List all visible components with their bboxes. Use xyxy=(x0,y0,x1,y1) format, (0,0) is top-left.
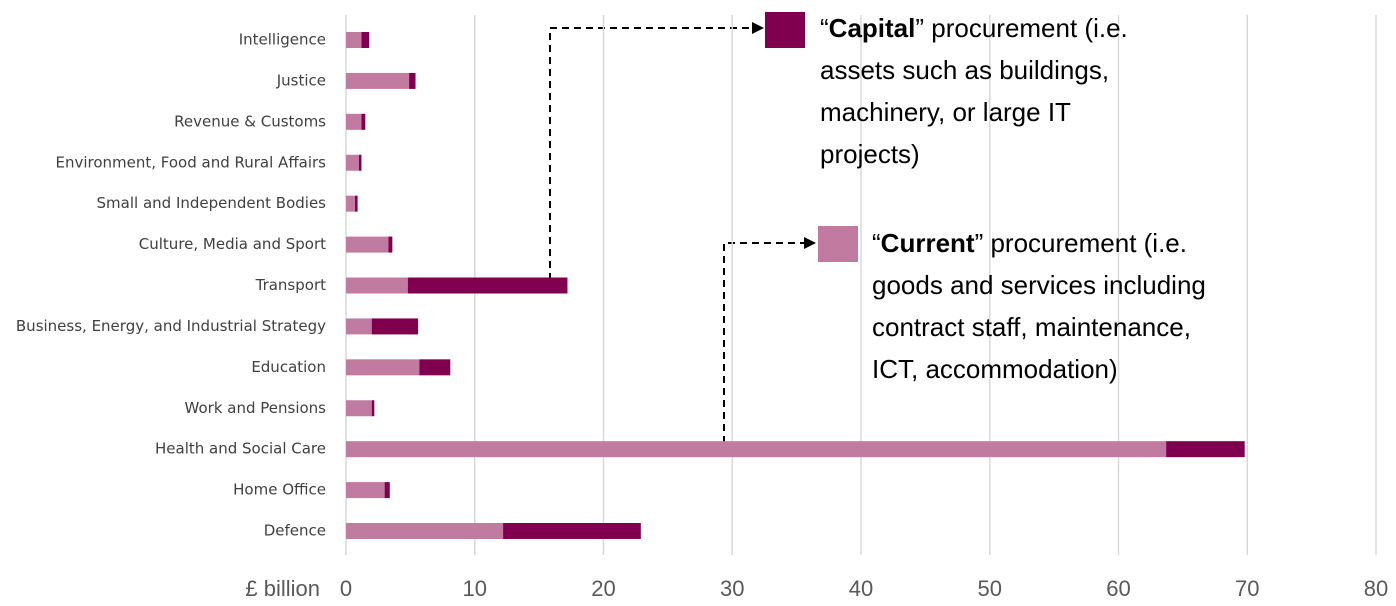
y-tick-label: Intelligence xyxy=(239,31,326,49)
y-tick-label: Revenue & Customs xyxy=(174,112,326,130)
bar-segment xyxy=(358,154,362,171)
legend-text: machinery, or large IT xyxy=(820,97,1071,127)
legend-quote: “ xyxy=(820,13,829,43)
x-tick-label: 30 xyxy=(720,576,744,601)
y-tick-label: Environment, Food and Rural Affairs xyxy=(55,153,326,171)
bar-segment xyxy=(346,195,356,212)
bar-segment xyxy=(346,113,362,130)
legend-text: “Capital” procurement (i.e. xyxy=(820,13,1128,43)
legend-description: ” procurement (i.e. xyxy=(915,13,1127,43)
capital-connector xyxy=(549,27,752,280)
x-tick-label: 70 xyxy=(1235,576,1259,601)
bar-segment xyxy=(346,400,372,417)
legend-name: Current xyxy=(881,228,975,258)
x-tick-label: 60 xyxy=(1106,576,1130,601)
x-tick-label: 10 xyxy=(463,576,487,601)
legend-description: projects) xyxy=(820,139,920,169)
y-tick-label: Home Office xyxy=(233,481,326,499)
legend-text: “Current” procurement (i.e. xyxy=(872,228,1187,258)
legend-description: machinery, or large IT xyxy=(820,97,1071,127)
legend-description: ” procurement (i.e. xyxy=(975,228,1187,258)
arrow-head xyxy=(804,237,816,249)
y-tick-label: Defence xyxy=(264,522,326,540)
bar-segment xyxy=(384,482,390,499)
x-tick-label: 80 xyxy=(1364,576,1388,601)
bar-segment xyxy=(346,72,410,89)
legend-swatch xyxy=(818,226,858,262)
bar-segment xyxy=(355,195,358,212)
y-tick-label: Culture, Media and Sport xyxy=(139,235,326,253)
bar-segment xyxy=(346,482,385,499)
bar-segment xyxy=(388,236,393,253)
bar-segment xyxy=(1166,441,1245,458)
bar-segment xyxy=(407,277,568,294)
bar-segment xyxy=(361,113,366,130)
x-tick-label: 50 xyxy=(978,576,1002,601)
legend-text: goods and services including xyxy=(872,270,1206,300)
bar-segment xyxy=(346,154,359,171)
bar-segment xyxy=(346,236,389,253)
bar-segment xyxy=(346,318,372,335)
legend-name: Capital xyxy=(829,13,916,43)
legend-description: ICT, accommodation) xyxy=(872,354,1118,384)
legend-quote: “ xyxy=(872,228,881,258)
bar-segment xyxy=(409,72,416,89)
x-tick-label: 20 xyxy=(591,576,615,601)
legend-text: contract staff, maintenance, xyxy=(872,312,1191,342)
connectors xyxy=(549,27,804,443)
legend-text: ICT, accommodation) xyxy=(872,354,1118,384)
bar-segment xyxy=(419,359,451,376)
bar-segment xyxy=(371,318,419,335)
arrow-head xyxy=(752,22,764,34)
legend-description: goods and services including xyxy=(872,270,1206,300)
y-tick-label: Transport xyxy=(255,276,327,294)
bar-segment xyxy=(346,441,1167,458)
x-tick-label: 40 xyxy=(849,576,873,601)
y-tick-label: Education xyxy=(251,358,326,376)
legend-text: assets such as buildings, xyxy=(820,55,1109,85)
bar-segment xyxy=(371,400,375,417)
legend-swatch xyxy=(765,12,805,48)
bar-segment xyxy=(346,32,362,48)
x-tick-label: 0 xyxy=(340,576,352,601)
legend-description: contract staff, maintenance, xyxy=(872,312,1191,342)
bar-segment xyxy=(503,523,641,539)
bar-segment xyxy=(346,277,408,294)
y-tick-label: Justice xyxy=(276,71,326,89)
current-connector xyxy=(723,242,804,443)
y-tick-label: Work and Pensions xyxy=(185,399,327,417)
x-axis-label: £ billion xyxy=(245,576,320,601)
y-tick-label: Small and Independent Bodies xyxy=(97,194,327,212)
y-tick-label: Health and Social Care xyxy=(155,440,326,458)
legend-text: projects) xyxy=(820,139,920,169)
legend-description: assets such as buildings, xyxy=(820,55,1109,85)
y-tick-label: Business, Energy, and Industrial Strateg… xyxy=(16,317,326,335)
bar-segment xyxy=(361,32,370,48)
bar-segment xyxy=(346,523,504,539)
bar-segment xyxy=(346,359,420,376)
